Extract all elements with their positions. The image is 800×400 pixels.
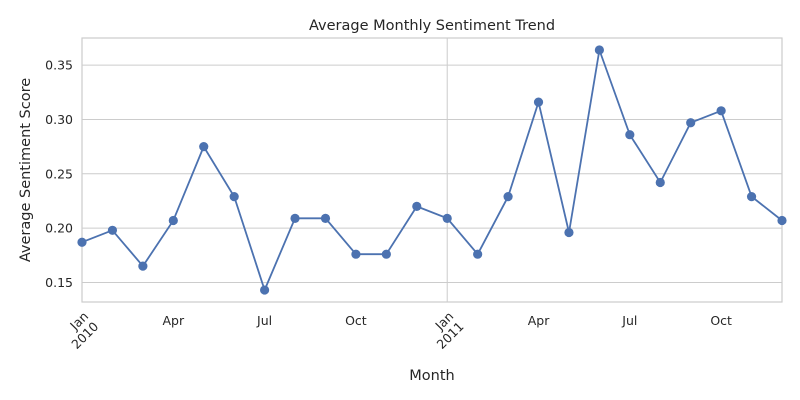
- data-point: [77, 237, 87, 247]
- data-point: [625, 130, 635, 140]
- data-point: [199, 142, 209, 152]
- data-point: [260, 285, 270, 295]
- series-line: [81, 46, 783, 293]
- data-point: [351, 249, 361, 259]
- series: [77, 45, 787, 295]
- data-point: [686, 118, 696, 128]
- data-point: [290, 213, 300, 223]
- data-point: [442, 213, 452, 223]
- data-point: [168, 215, 178, 226]
- data-point: [381, 249, 391, 259]
- x-tick-label: Jul: [256, 313, 272, 328]
- y-tick-label: 0.20: [45, 221, 73, 236]
- data-point: [716, 106, 726, 116]
- y-tick-label: 0.25: [45, 166, 73, 181]
- x-axis-label: Month: [409, 368, 454, 384]
- plot-frame: [81, 37, 783, 303]
- data-point: [655, 177, 665, 188]
- grid: [81, 38, 782, 302]
- y-tick-label: 0.35: [45, 58, 73, 73]
- data-point: [594, 45, 604, 55]
- data-point: [503, 192, 513, 202]
- data-point: [320, 213, 331, 223]
- x-tick-label: Oct: [710, 313, 732, 328]
- data-point: [473, 249, 483, 259]
- x-tick-label: Apr: [162, 313, 184, 328]
- x-tick-label: Oct: [345, 313, 367, 328]
- x-tick-label: Jul: [621, 313, 637, 328]
- chart-title: Average Monthly Sentiment Trend: [309, 18, 555, 34]
- data-point: [564, 227, 574, 238]
- data-point: [777, 215, 787, 226]
- y-tick-label: 0.15: [45, 275, 73, 290]
- data-point: [229, 192, 239, 202]
- data-point: [138, 261, 148, 271]
- y-axis-label: Average Sentiment Score: [18, 78, 34, 262]
- data-point: [107, 225, 118, 235]
- data-point: [533, 97, 544, 107]
- x-tick-label: Apr: [528, 313, 550, 328]
- y-tick-label: 0.30: [45, 112, 73, 127]
- data-point: [412, 201, 422, 211]
- data-point: [746, 192, 757, 202]
